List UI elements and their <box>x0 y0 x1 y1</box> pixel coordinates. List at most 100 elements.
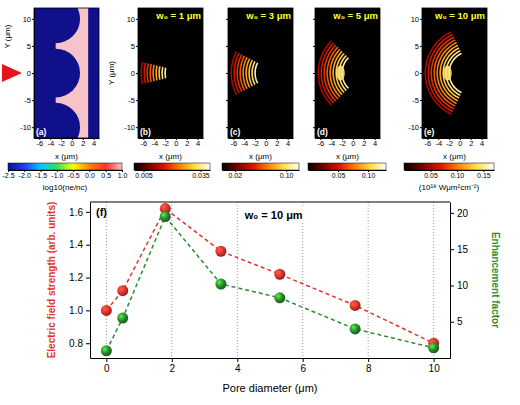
laser-arrow <box>2 64 22 82</box>
tick: 15 <box>450 244 469 255</box>
grid-line <box>302 202 303 358</box>
axis-title: Y (μm) <box>107 61 116 85</box>
tick-mark <box>32 73 34 74</box>
tick: -5 <box>128 96 138 105</box>
axis-title: x (μm) <box>55 152 78 161</box>
tick-label: 1.2 <box>69 272 83 283</box>
axis: -6-4-2024 <box>139 138 204 148</box>
field-front <box>336 53 344 92</box>
tick: 0 <box>458 138 462 148</box>
tick-mark <box>434 358 435 362</box>
axis: 5101520 <box>450 203 469 359</box>
data-point <box>350 300 361 311</box>
tick-label: 0.02 <box>229 172 243 179</box>
tick-label: 0.0 <box>85 172 95 179</box>
tick: 0.10 <box>280 170 294 179</box>
colorbar <box>134 163 210 170</box>
tick-mark <box>420 46 422 47</box>
axis-line <box>316 138 381 139</box>
tick-label: -10 <box>408 123 419 132</box>
tick: 5 <box>450 316 463 327</box>
grid-line <box>368 202 369 358</box>
tick: 10 <box>411 15 422 24</box>
tick-label: 15 <box>457 244 469 255</box>
tick-label: -6 <box>37 139 44 148</box>
tick-label: -4 <box>241 139 248 148</box>
tick-label: -2 <box>162 139 169 148</box>
tick-mark <box>420 73 422 74</box>
tick-label: -6 <box>141 139 148 148</box>
field-front <box>144 63 145 84</box>
tick: 5 <box>131 42 138 51</box>
axis-line <box>423 138 488 139</box>
tick-label: 0 <box>458 139 462 148</box>
field-front <box>425 32 451 114</box>
field-front <box>434 40 455 106</box>
axis: 0246810 <box>91 358 451 374</box>
tick: -6 <box>425 138 432 148</box>
field-front <box>252 61 255 84</box>
tick: -2.5 <box>2 170 14 179</box>
field-front <box>234 53 239 93</box>
tick-label: 0.5 <box>101 172 111 179</box>
background <box>422 8 487 138</box>
tick: 0 <box>104 358 110 374</box>
tick-label: -6 <box>231 139 238 148</box>
tick: -4 <box>435 138 442 148</box>
field-front <box>161 67 163 79</box>
tick-label: 10 <box>457 280 469 291</box>
panel: -6-4-2024-10-50510x (μm)Y (μm)(b)w₀ = 1 … <box>107 8 211 179</box>
axis-line <box>315 9 316 139</box>
tick: 0 <box>27 69 34 78</box>
tick-label: -2.5 <box>2 172 14 179</box>
colorbar <box>404 163 494 170</box>
panel-image <box>315 8 380 138</box>
tick-mark <box>32 100 34 101</box>
tick: -2 <box>58 138 65 148</box>
tick-mark <box>226 100 228 101</box>
tick-mark <box>450 249 454 250</box>
panel-label: (e) <box>424 127 435 137</box>
tick-mark <box>368 358 369 362</box>
tick-label: 6 <box>300 363 306 374</box>
axis-line <box>405 170 495 171</box>
tick: -4 <box>241 138 248 148</box>
tick-label: -2 <box>446 139 453 148</box>
axis-line <box>91 358 451 359</box>
tick: 1.6 <box>69 207 90 218</box>
data-point <box>350 323 361 334</box>
tick-mark <box>136 46 138 47</box>
axis: 0.050.100.15 <box>405 170 495 179</box>
data-point <box>274 292 285 303</box>
axis-line <box>34 9 35 139</box>
tick-mark <box>86 310 90 311</box>
tick-label: 10 <box>429 363 441 374</box>
data-point <box>215 278 226 289</box>
axis-line <box>138 9 139 139</box>
panel: 02468100.81.01.21.41.65101520Pore diamet… <box>46 202 501 394</box>
pore <box>34 49 80 98</box>
tick-mark <box>32 19 34 20</box>
tick: 0 <box>174 138 178 148</box>
tick-label: -4 <box>47 139 54 148</box>
tick: 4 <box>286 138 290 148</box>
tick: -6 <box>37 138 44 148</box>
tick-label: -6 <box>425 139 432 148</box>
grid-line <box>433 202 434 358</box>
tick-label: -2 <box>339 139 346 148</box>
tick-mark <box>313 100 315 101</box>
panel-title: w₀ = 10 μm <box>434 10 485 21</box>
data-point <box>101 345 112 356</box>
tick: 0.15 <box>477 170 491 179</box>
pore <box>34 103 80 138</box>
data-point <box>215 246 226 257</box>
tick: 0.035 <box>192 170 210 179</box>
axis-title: x (μm) <box>159 152 182 161</box>
tick: 10 <box>429 358 441 374</box>
tick: -5 <box>412 96 422 105</box>
axis: -10-50510 <box>20 9 34 139</box>
tick-label: 0.10 <box>280 172 294 179</box>
pore <box>34 8 80 43</box>
tick: 10 <box>450 280 469 291</box>
tick-label: -5 <box>412 96 419 105</box>
